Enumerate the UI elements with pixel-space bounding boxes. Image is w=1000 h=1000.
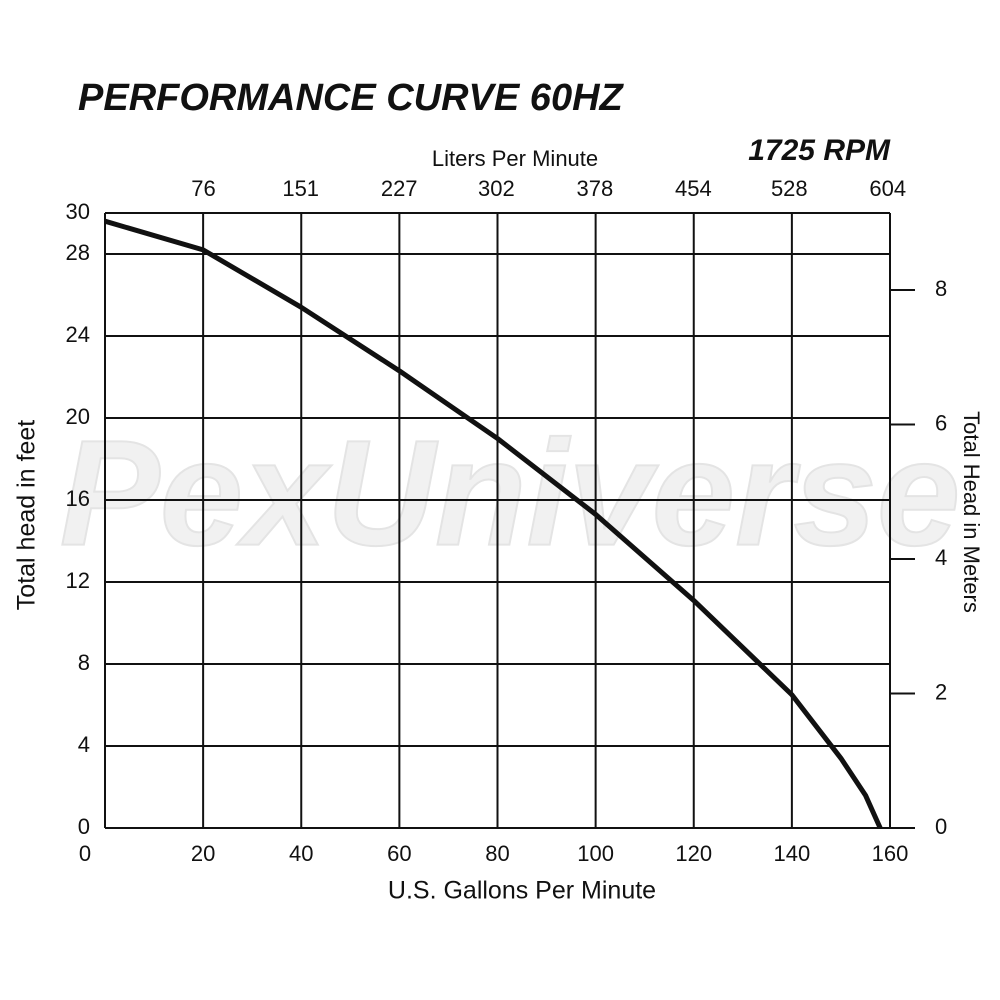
watermark: PexUniverse (60, 409, 961, 577)
y-tick-label: 4 (78, 732, 90, 757)
chart-title: PERFORMANCE CURVE 60HZ (78, 77, 625, 119)
y-tick-label: 20 (66, 404, 90, 429)
x-tick-label: 160 (872, 841, 909, 866)
y-tick-label: 16 (66, 486, 90, 511)
x-tick-label: 40 (289, 841, 313, 866)
y-axis-title: Total head in feet (13, 420, 41, 610)
y-tick-label: 28 (66, 240, 90, 265)
x-axis-title: U.S. Gallons Per Minute (388, 877, 656, 905)
x-tick-label: 120 (675, 841, 712, 866)
y2-tick-label: 2 (935, 679, 947, 704)
x-tick-label: 60 (387, 841, 411, 866)
y2-axis-title: Total Head in Meters (959, 411, 984, 613)
y-tick-label: 12 (66, 568, 90, 593)
y2-tick-label: 4 (935, 545, 947, 570)
x2-tick-label: 378 (577, 176, 614, 201)
x-tick-label: 20 (191, 841, 215, 866)
curve (104, 218, 883, 830)
x2-axis-title: Liters Per Minute (432, 146, 598, 171)
x-tick-label: 80 (485, 841, 509, 866)
y-tick-label: 30 (66, 199, 90, 224)
x2-tick-label: 151 (282, 176, 319, 201)
y-tick-label: 8 (78, 650, 90, 675)
x-tick-label: 0 (79, 841, 91, 866)
chart-subtitle: 1725 RPM (748, 134, 891, 167)
x-tick-label: 100 (577, 841, 614, 866)
y2-tick-label: 8 (935, 276, 947, 301)
x2-tick-label: 604 (869, 176, 906, 201)
y-tick-label: 0 (78, 814, 90, 839)
y2-tick-label: 0 (935, 814, 947, 839)
y2-tick-label: 6 (935, 410, 947, 435)
x2-tick-label: 76 (191, 176, 215, 201)
x2-tick-label: 302 (478, 176, 515, 201)
x2-tick-label: 454 (675, 176, 712, 201)
x2-tick-label: 227 (381, 176, 418, 201)
x2-tick-label: 528 (771, 176, 808, 201)
y-tick-label: 24 (66, 322, 90, 347)
x-tick-label: 140 (774, 841, 811, 866)
